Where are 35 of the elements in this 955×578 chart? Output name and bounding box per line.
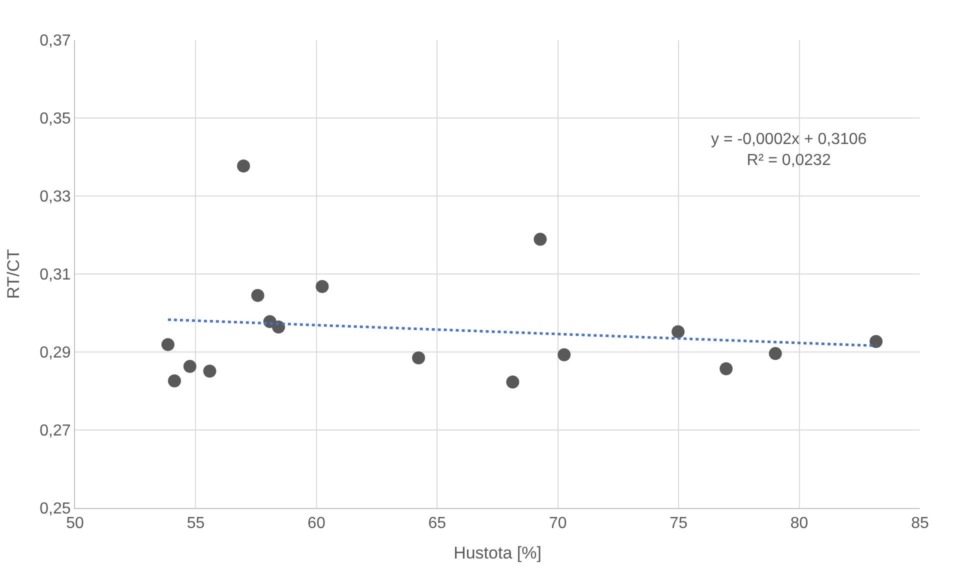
point [203, 364, 216, 378]
x-tick-label: 80 [790, 515, 808, 532]
point [720, 362, 733, 376]
point [768, 347, 782, 360]
point [870, 334, 883, 348]
y-tick-label: 0,27 [40, 422, 71, 440]
y-tick-label: 0,37 [40, 32, 71, 50]
y-axis-title: RT/CT [4, 249, 24, 299]
point [251, 288, 264, 302]
x-tick-label: 65 [428, 515, 446, 532]
y-tick-label: 0,29 [40, 344, 71, 362]
annotation: y = -0,0002x + 0,3106 [711, 131, 867, 148]
annotation: R² = 0,0232 [746, 152, 831, 169]
point [237, 159, 250, 172]
y-tick-label: 0,35 [40, 110, 71, 128]
point [316, 280, 329, 293]
point [672, 325, 685, 338]
point [506, 376, 520, 389]
x-tick-label: 75 [670, 515, 688, 532]
point [168, 374, 181, 388]
point [272, 320, 286, 334]
x-tick-label: 70 [548, 515, 567, 532]
y-tick-label: 0,33 [40, 188, 71, 206]
x-tick-label: 85 [911, 515, 929, 532]
x-tick-label: 55 [186, 515, 205, 532]
point [558, 348, 571, 362]
x-tick-label: 50 [66, 515, 84, 532]
point [534, 232, 547, 246]
y-tick-label: 0,25 [40, 500, 71, 518]
point [161, 338, 174, 352]
point [183, 360, 196, 373]
point [412, 351, 426, 364]
x-axis-title: Hustota [%] [454, 544, 542, 563]
x-tick-label: 60 [308, 515, 326, 532]
y-tick-label: 0,31 [40, 266, 71, 284]
